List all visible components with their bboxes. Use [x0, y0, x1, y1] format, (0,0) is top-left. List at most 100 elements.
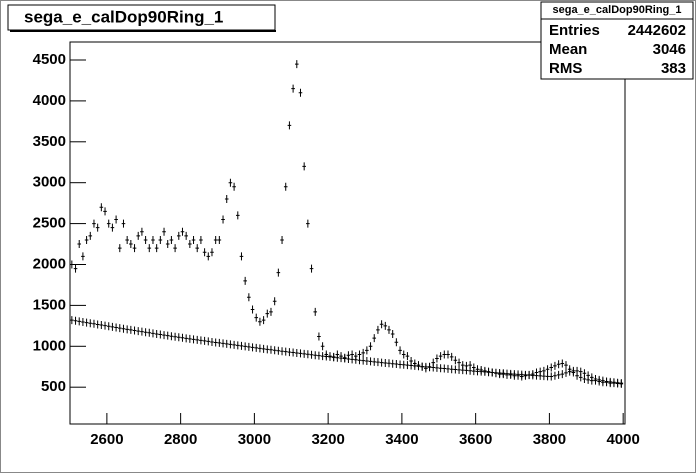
y-tick-label: 1500 — [33, 296, 66, 313]
data-point — [247, 293, 251, 302]
data-point — [84, 235, 89, 244]
data-point — [401, 360, 406, 369]
frame — [69, 41, 626, 425]
data-point — [394, 338, 399, 347]
data-point — [228, 178, 233, 187]
data-point — [265, 345, 270, 354]
y-tick-label: 3000 — [33, 174, 66, 191]
data-point — [151, 235, 155, 244]
data-point — [147, 244, 152, 253]
data-point — [501, 369, 506, 378]
data-point — [365, 357, 369, 366]
data-point — [361, 348, 365, 357]
stats-box — [540, 1, 694, 80]
data-point — [103, 207, 107, 216]
data-point — [143, 328, 148, 337]
data-point — [162, 331, 166, 340]
data-point — [302, 349, 306, 358]
data-point — [542, 372, 546, 381]
data-point — [483, 367, 487, 376]
data-point — [180, 333, 185, 342]
data-point — [368, 342, 373, 351]
data-point — [250, 305, 255, 314]
data-point — [291, 84, 295, 93]
data-point — [99, 203, 104, 212]
data-point — [213, 235, 218, 244]
data-point — [247, 342, 251, 351]
data-point — [125, 235, 129, 244]
data-point — [394, 360, 399, 369]
data-point — [117, 324, 122, 333]
data-point — [416, 362, 421, 371]
x-tick-label: 3600 — [459, 431, 492, 448]
x-tick-label: 3200 — [311, 431, 344, 448]
stats-value: 383 — [661, 60, 686, 77]
data-point — [95, 320, 100, 329]
data-point — [449, 365, 454, 374]
data-point — [435, 363, 439, 372]
data-point — [125, 325, 129, 334]
data-point — [239, 341, 244, 350]
data-point — [202, 248, 207, 257]
x-tick-label: 2800 — [164, 431, 197, 448]
data-point — [390, 330, 395, 339]
data-point — [73, 264, 78, 273]
x-tick-label: 3800 — [533, 431, 566, 448]
data-point — [243, 276, 247, 285]
data-point — [438, 352, 443, 361]
data-point — [191, 235, 196, 244]
data-point — [357, 356, 362, 365]
data-point — [608, 377, 613, 386]
data-point — [612, 378, 616, 387]
data-point — [103, 321, 107, 330]
data-point — [294, 60, 299, 69]
data-point — [372, 334, 377, 343]
data-point — [457, 358, 461, 367]
data-point — [328, 352, 332, 361]
data-point — [387, 359, 391, 368]
data-point — [549, 363, 554, 372]
data-point — [317, 332, 321, 341]
data-point — [424, 362, 428, 371]
data-point — [324, 352, 329, 361]
data-point — [313, 351, 318, 360]
data-point — [158, 330, 163, 339]
data-point — [140, 227, 144, 236]
data-point — [154, 244, 159, 253]
data-point — [309, 350, 314, 359]
data-point — [169, 332, 174, 341]
data-point — [490, 368, 495, 377]
data-point — [475, 367, 480, 376]
data-point — [217, 338, 222, 347]
data-point — [206, 337, 211, 346]
data-point — [582, 369, 587, 378]
x-tick-label: 3000 — [238, 431, 271, 448]
data-point — [302, 162, 306, 171]
data-point — [272, 346, 277, 355]
data-point — [560, 370, 565, 379]
data-point — [460, 366, 465, 375]
data-point — [269, 307, 273, 316]
data-point — [298, 88, 303, 97]
data-point — [615, 378, 620, 387]
data-point — [442, 364, 447, 373]
data-point — [121, 324, 126, 333]
data-point — [564, 368, 568, 377]
data-point — [88, 319, 93, 328]
data-point — [597, 375, 601, 384]
data-point — [531, 371, 535, 380]
data-point — [298, 349, 303, 358]
x-tick-label: 2600 — [90, 431, 123, 448]
data-point — [265, 309, 270, 318]
data-point — [254, 313, 259, 322]
data-point — [335, 353, 340, 362]
data-point — [114, 323, 118, 332]
stats-value: 3046 — [653, 41, 686, 58]
data-point — [431, 363, 436, 372]
data-point — [353, 355, 358, 364]
data-point — [294, 348, 299, 357]
data-point — [494, 368, 498, 377]
data-point — [505, 369, 509, 378]
data-point — [81, 317, 85, 326]
data-point — [258, 317, 262, 326]
